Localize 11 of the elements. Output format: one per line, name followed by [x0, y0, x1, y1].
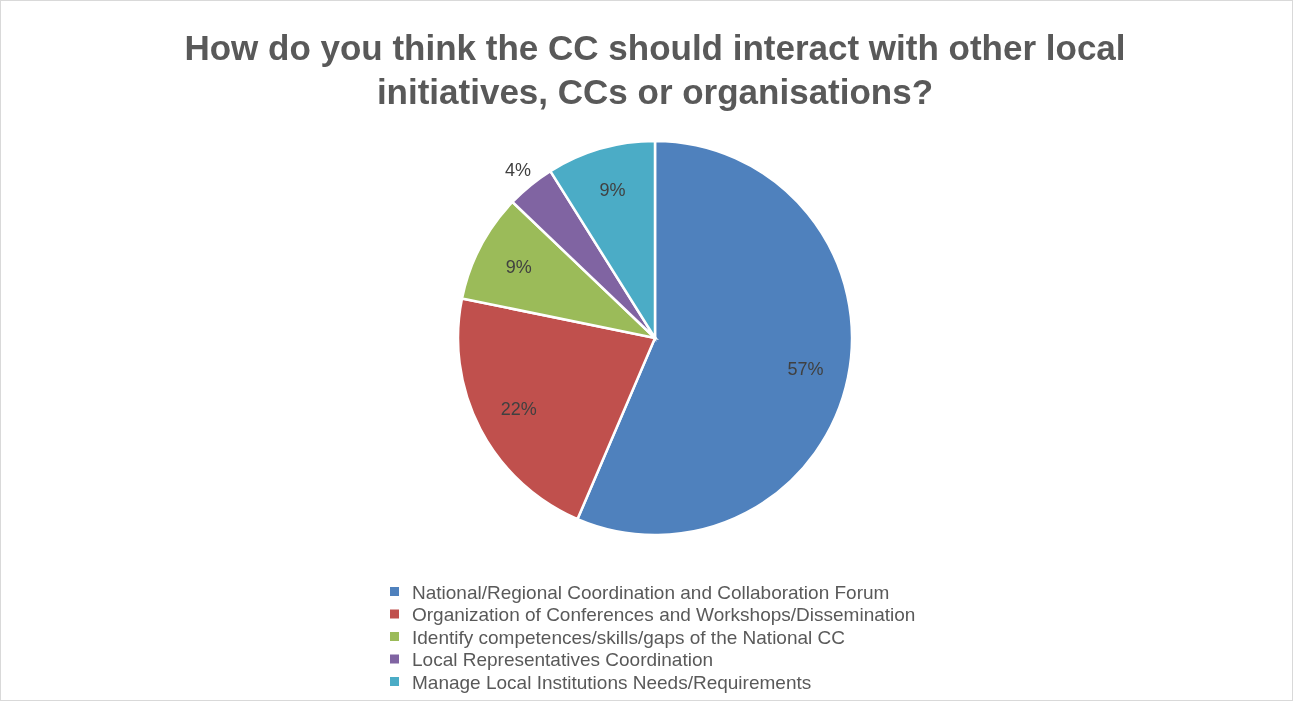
legend-label: Manage Local Institutions Needs/Requirements [412, 671, 812, 693]
legend-label: Organization of Conferences and Workshops/Dissemination [412, 604, 916, 625]
data-label: 9% [599, 180, 626, 201]
chart-title: How do you think the CC should interact with other local initiatives, CCs or organisations? [184, 28, 1126, 111]
data-label: 22% [500, 399, 537, 420]
data-label: 57% [787, 358, 824, 379]
legend-label: National/Regional Coordination and Collaboration Forum [412, 581, 890, 603]
legend-label: Identify competences/skills/gaps of the National CC [412, 626, 845, 648]
legend-label: Local Representatives Coordination [412, 649, 714, 670]
data-label: 4% [505, 160, 532, 181]
data-label: 9% [505, 256, 532, 277]
